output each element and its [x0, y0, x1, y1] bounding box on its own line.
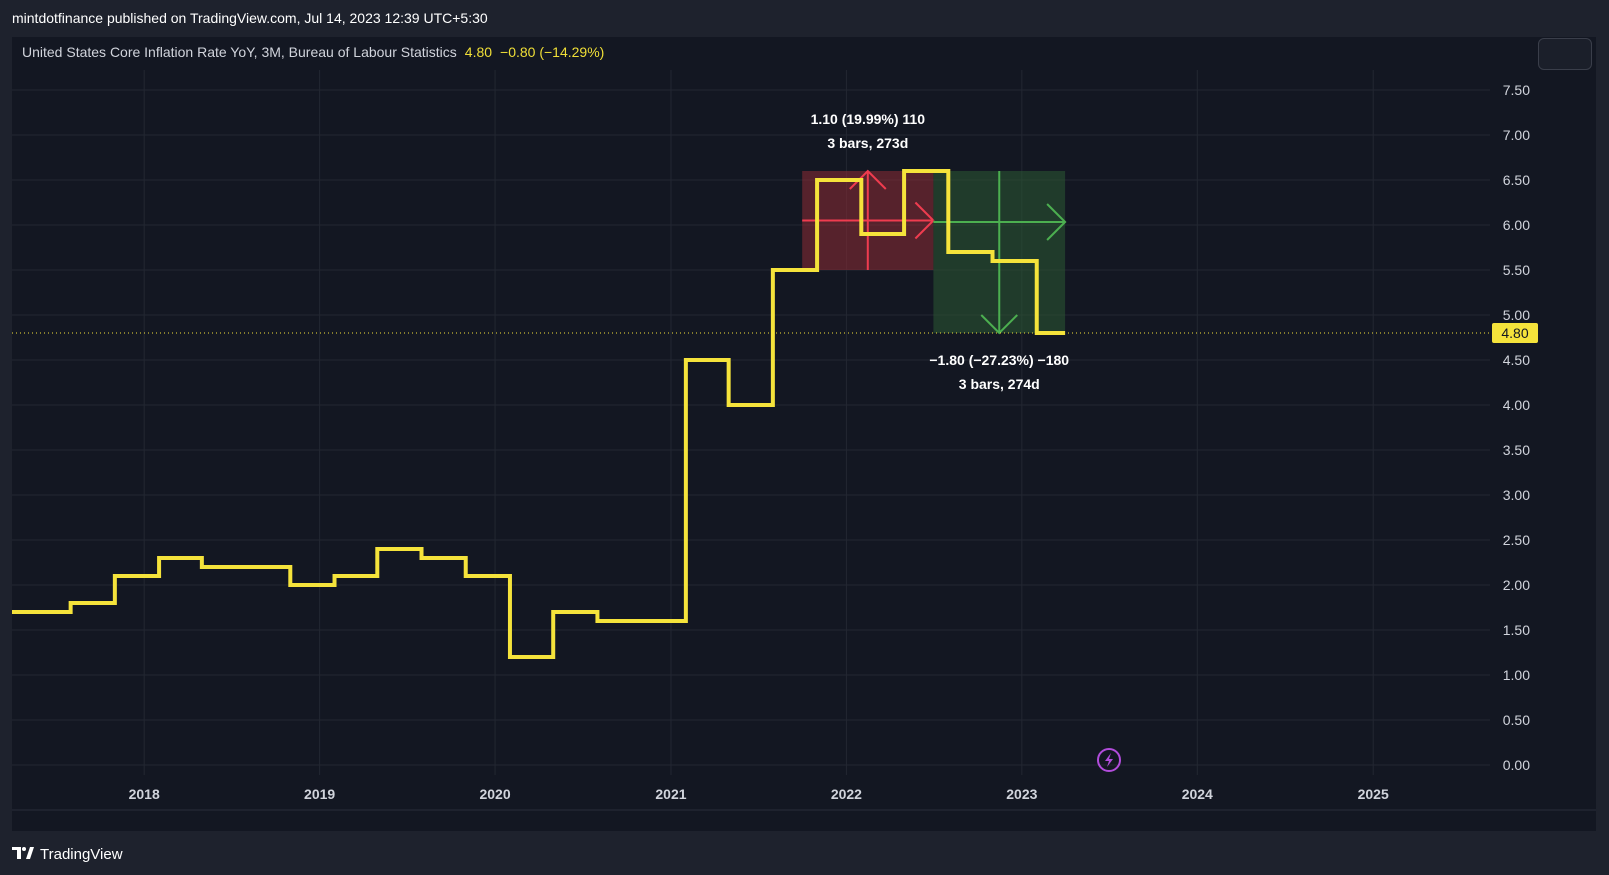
- price-badge-label: 4.80: [1501, 325, 1528, 341]
- y-tick-label: 1.00: [1503, 667, 1530, 683]
- tradingview-footer[interactable]: TradingView: [12, 846, 123, 863]
- y-tick-label: 5.50: [1503, 262, 1530, 278]
- y-tick-label: 4.00: [1503, 397, 1530, 413]
- lightning-icon-glyph: [1105, 753, 1113, 767]
- price-badge: [1492, 323, 1538, 343]
- legend-symbol[interactable]: United States Core Inflation Rate YoY, 3…: [22, 44, 457, 60]
- measure-arrowhead-vertical: [849, 169, 887, 190]
- y-tick-label: 7.50: [1503, 82, 1530, 98]
- footer-brand: TradingView: [40, 846, 123, 863]
- y-tick-label: 1.50: [1503, 622, 1530, 638]
- y-tick-label: 0.50: [1503, 712, 1530, 728]
- chart-toolbar-button[interactable]: [1538, 38, 1592, 70]
- tradingview-logo-icon: [12, 846, 34, 863]
- y-tick-label: 0.00: [1503, 757, 1530, 773]
- x-tick-label: 2023: [1006, 786, 1037, 802]
- measure-label-bars: 3 bars, 273d: [827, 135, 908, 151]
- series-line: [12, 169, 1066, 659]
- y-tick-label: 3.00: [1503, 487, 1530, 503]
- measure-arrowhead-vertical: [980, 314, 1018, 335]
- publisher-line: mintdotfinance published on TradingView.…: [12, 10, 488, 26]
- x-tick-label: 2020: [479, 786, 510, 802]
- y-tick-label: 6.50: [1503, 172, 1530, 188]
- y-tick-label: 2.50: [1503, 532, 1530, 548]
- measure-label: 1.10 (19.99%) 110: [811, 111, 926, 127]
- y-tick-label: 6.00: [1503, 217, 1530, 233]
- x-tick-label: 2022: [831, 786, 862, 802]
- y-tick-label: 2.00: [1503, 577, 1530, 593]
- x-tick-label: 2025: [1358, 786, 1389, 802]
- lightning-icon: [1097, 748, 1121, 772]
- chart-legend: United States Core Inflation Rate YoY, 3…: [22, 44, 604, 60]
- measure-label-bars: 3 bars, 274d: [959, 376, 1040, 392]
- y-tick-label: 7.00: [1503, 127, 1530, 143]
- legend-change: −0.80 (−14.29%): [500, 44, 605, 60]
- measure-label: −1.80 (−27.23%) −180: [929, 352, 1069, 368]
- legend-last-value: 4.80: [464, 44, 493, 60]
- x-tick-label: 2018: [129, 786, 160, 802]
- chart-pane[interactable]: [12, 37, 1596, 831]
- y-tick-label: 5.00: [1503, 307, 1530, 323]
- measure-arrowhead-horizontal: [1046, 203, 1067, 241]
- y-tick-label: 3.50: [1503, 442, 1530, 458]
- x-tick-label: 2021: [655, 786, 686, 802]
- y-tick-label: 4.50: [1503, 352, 1530, 368]
- x-tick-label: 2019: [304, 786, 335, 802]
- x-tick-label: 2024: [1182, 786, 1213, 802]
